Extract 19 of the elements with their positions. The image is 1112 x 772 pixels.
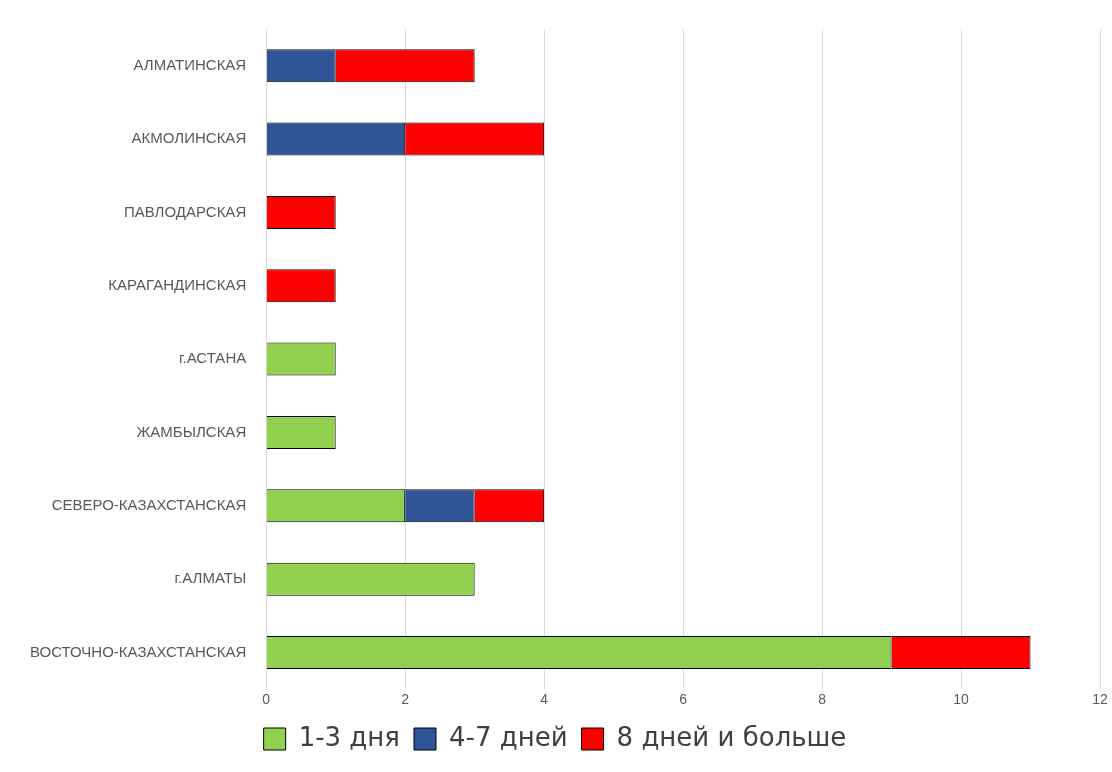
y-tick-label: г.АСТАНА (178, 349, 247, 367)
legend-label: 1-3 дня (298, 721, 400, 752)
x-tick-label: 4 (540, 691, 549, 708)
legend-label: 4-7 дней (448, 721, 568, 752)
x-tick-label: 0 (262, 691, 271, 708)
legend-label: 8 дней и больше (616, 721, 847, 752)
y-tick-label: АЛМАТИНСКАЯ (133, 55, 247, 73)
y-tick-label: г.АЛМАТЫ (174, 569, 247, 587)
y-tick-label: ЖАМБЫЛСКАЯ (136, 422, 247, 440)
y-tick-label: ВОСТОЧНО-КАЗАХСТАНСКАЯ (30, 642, 247, 660)
x-tick-label: 8 (818, 691, 827, 708)
y-tick-label: СЕВЕРО-КАЗАХСТАНСКАЯ (51, 495, 247, 513)
y-tick-label: КАРАГАНДИНСКАЯ (108, 275, 247, 293)
y-tick-label: ПАВЛОДАРСКАЯ (124, 202, 247, 220)
x-tick-label: 2 (401, 691, 410, 708)
y-tick-label: АКМОЛИНСКАЯ (131, 129, 247, 147)
x-tick-label: 10 (953, 691, 970, 708)
x-tick-label: 6 (679, 691, 688, 708)
x-tick-label: 12 (1092, 691, 1108, 708)
